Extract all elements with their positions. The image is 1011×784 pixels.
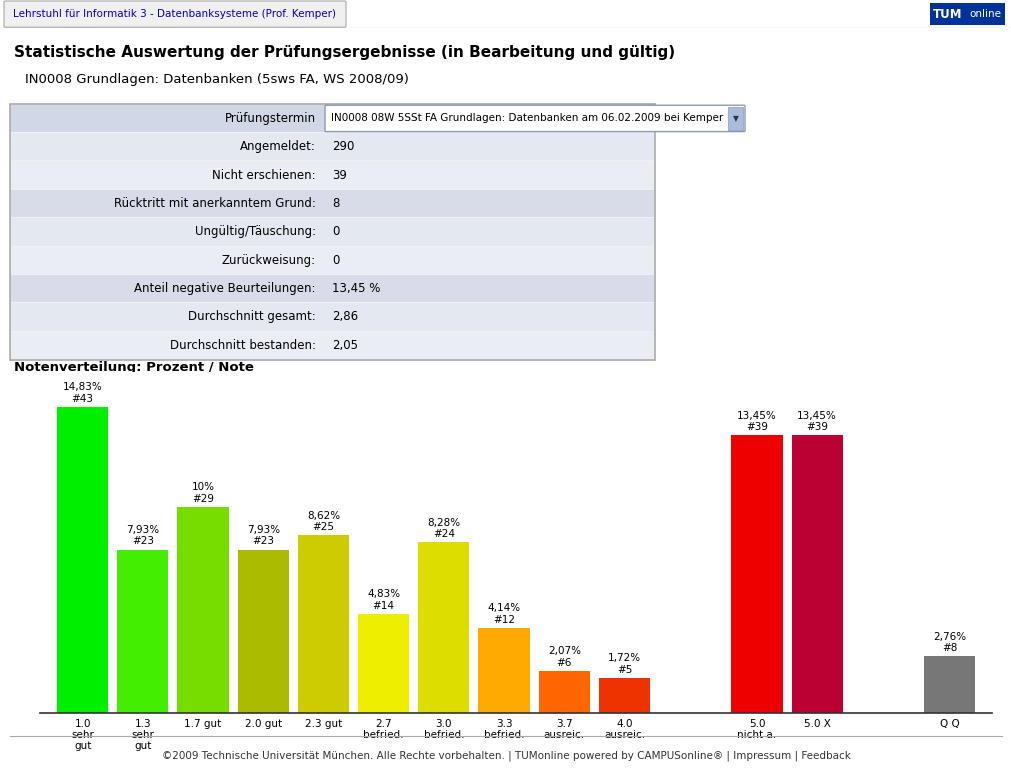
Bar	[929, 3, 1004, 25]
Text: IN0008 Grundlagen: Datenbanken (5sws FA, WS 2008/09): IN0008 Grundlagen: Datenbanken (5sws FA,…	[25, 73, 408, 86]
Text: 0: 0	[332, 225, 339, 238]
Text: 7,93%
#23: 7,93% #23	[126, 524, 160, 546]
Text: 1,72%
#5: 1,72% #5	[608, 653, 640, 675]
Bar	[238, 550, 288, 713]
Text: Nicht erschienen:: Nicht erschienen:	[212, 169, 315, 182]
Bar	[478, 628, 529, 713]
Text: Prüfungstermin: Prüfungstermin	[224, 112, 315, 125]
Text: 39: 39	[332, 169, 347, 182]
Text: online: online	[969, 9, 1000, 19]
Text: 14,83%
#43: 14,83% #43	[63, 383, 102, 404]
Text: 290: 290	[332, 140, 354, 154]
Bar	[297, 535, 349, 713]
Text: Zurückweisung:: Zurückweisung:	[221, 254, 315, 267]
Text: Statistische Auswertung der Prüfungsergebnisse (in Bearbeitung und gültig): Statistische Auswertung der Prüfungserge…	[14, 45, 674, 60]
Text: 8: 8	[332, 197, 339, 210]
Bar	[11, 190, 653, 217]
Bar	[11, 247, 653, 274]
Bar	[727, 107, 742, 130]
Text: 8,62%
#25: 8,62% #25	[306, 510, 340, 532]
Text: ©2009 Technische Universität München. Alle Rechte vorbehalten. | TUMonline power: ©2009 Technische Universität München. Al…	[162, 751, 849, 761]
Text: Durchschnitt gesamt:: Durchschnitt gesamt:	[188, 310, 315, 324]
Bar	[923, 656, 975, 713]
Text: 13,45%
#39: 13,45% #39	[736, 411, 776, 432]
Text: ▼: ▼	[732, 114, 738, 123]
Bar	[11, 162, 653, 189]
Bar	[11, 133, 653, 161]
FancyBboxPatch shape	[4, 1, 346, 27]
Bar	[177, 506, 228, 713]
Bar	[418, 543, 469, 713]
Bar	[11, 105, 653, 132]
Bar	[358, 614, 408, 713]
Bar	[538, 670, 589, 713]
Bar	[11, 332, 653, 359]
Bar	[10, 104, 654, 360]
Bar	[11, 303, 653, 331]
Text: Ungültig/Täuschung:: Ungültig/Täuschung:	[195, 225, 315, 238]
Text: 7,93%
#23: 7,93% #23	[247, 524, 279, 546]
Text: Notenverteilung: Prozent / Note: Notenverteilung: Prozent / Note	[14, 361, 254, 373]
Text: 4,14%
#12: 4,14% #12	[487, 603, 520, 625]
Text: 2,07%
#6: 2,07% #6	[547, 646, 580, 667]
Text: 2,05: 2,05	[332, 339, 358, 352]
Text: 0: 0	[332, 254, 339, 267]
Text: IN0008 08W 5SSt FA Grundlagen: Datenbanken am 06.02.2009 bei Kemper: IN0008 08W 5SSt FA Grundlagen: Datenbank…	[331, 114, 723, 123]
Text: Anteil negative Beurteilungen:: Anteil negative Beurteilungen:	[134, 282, 315, 295]
Bar	[11, 218, 653, 245]
Text: Angemeldet:: Angemeldet:	[240, 140, 315, 154]
Text: 10%
#29: 10% #29	[191, 482, 214, 503]
Bar	[731, 435, 782, 713]
Bar	[599, 678, 649, 713]
Bar	[931, 5, 963, 24]
FancyBboxPatch shape	[325, 105, 744, 132]
Text: 4,83%
#14: 4,83% #14	[367, 589, 399, 611]
Bar	[57, 407, 108, 713]
Text: 2,76%
#8: 2,76% #8	[932, 632, 966, 653]
Bar	[791, 435, 842, 713]
Text: TUM: TUM	[932, 8, 961, 20]
Bar	[117, 550, 168, 713]
Bar	[11, 275, 653, 303]
Text: 13,45 %: 13,45 %	[332, 282, 380, 295]
Text: 8,28%
#24: 8,28% #24	[427, 517, 460, 539]
Text: Lehrstuhl für Informatik 3 - Datenbanksysteme (Prof. Kemper): Lehrstuhl für Informatik 3 - Datenbanksy…	[13, 9, 337, 19]
Text: 13,45%
#39: 13,45% #39	[797, 411, 836, 432]
Text: 2,86: 2,86	[332, 310, 358, 324]
Text: Rücktritt mit anerkanntem Grund:: Rücktritt mit anerkanntem Grund:	[114, 197, 315, 210]
Text: Durchschnitt bestanden:: Durchschnitt bestanden:	[170, 339, 315, 352]
